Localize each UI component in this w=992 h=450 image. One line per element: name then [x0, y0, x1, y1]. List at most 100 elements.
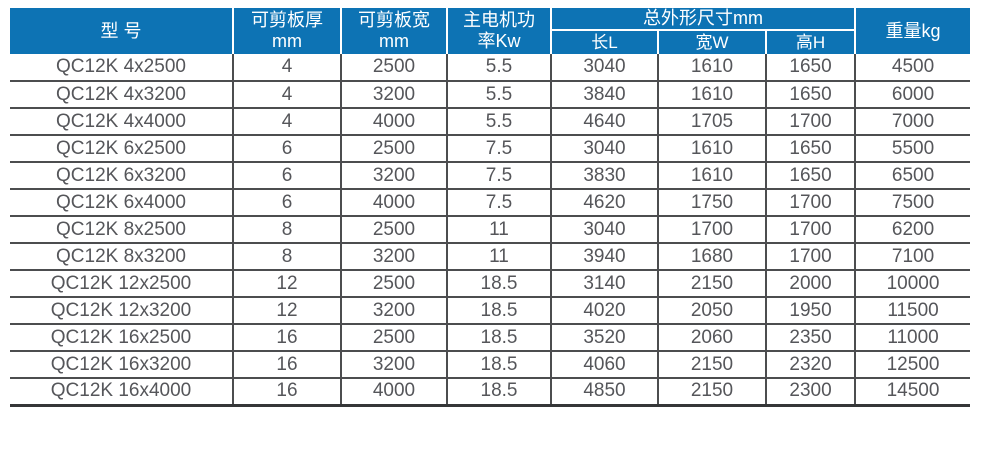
- value-cell: 2150: [657, 351, 766, 379]
- value-cell: 8: [232, 216, 341, 244]
- value-cell: 6500: [854, 162, 971, 190]
- value-cell: 5.5: [446, 54, 551, 82]
- value-cell: 5.5: [446, 81, 551, 109]
- col-header-width-dim: 宽W: [657, 29, 766, 54]
- value-cell: 10000: [854, 270, 971, 298]
- value-cell: 4: [232, 81, 341, 109]
- value-cell: 3940: [550, 243, 658, 271]
- value-cell: 14500: [854, 378, 971, 407]
- model-cell: QC12K 16x4000: [10, 378, 233, 407]
- model-cell: QC12K 16x3200: [10, 351, 233, 379]
- value-cell: 3040: [550, 216, 658, 244]
- value-cell: 4640: [550, 108, 658, 136]
- table-row: QC12K 4x2500 4 2500 5.5 3040 1610 1650 4500: [10, 54, 971, 82]
- value-cell: 1650: [764, 81, 856, 109]
- value-cell: 2000: [764, 270, 856, 298]
- value-cell: 3520: [550, 324, 658, 352]
- model-cell: QC12K 8x2500: [10, 216, 233, 244]
- value-cell: 1700: [764, 189, 856, 217]
- col-header-width-line1: 可剪板宽: [358, 10, 430, 30]
- value-cell: 1705: [657, 108, 766, 136]
- value-cell: 3200: [340, 81, 447, 109]
- value-cell: 4500: [854, 54, 971, 82]
- value-cell: 5.5: [446, 108, 551, 136]
- col-header-thickness: 可剪板厚 mm: [232, 8, 341, 54]
- value-cell: 2500: [340, 216, 447, 244]
- table-body: QC12K 4x2500 4 2500 5.5 3040 1610 1650 4500 QC12…: [10, 54, 971, 407]
- model-cell: QC12K 8x3200: [10, 243, 233, 271]
- value-cell: 4000: [340, 189, 447, 217]
- value-cell: 16: [232, 324, 341, 352]
- model-cell: QC12K 16x2500: [10, 324, 233, 352]
- value-cell: 7100: [854, 243, 971, 271]
- value-cell: 2150: [657, 378, 766, 407]
- value-cell: 12500: [854, 351, 971, 379]
- value-cell: 6: [232, 189, 341, 217]
- value-cell: 2320: [764, 351, 856, 379]
- value-cell: 7.5: [446, 135, 551, 163]
- value-cell: 18.5: [446, 270, 551, 298]
- value-cell: 4: [232, 54, 341, 82]
- value-cell: 3830: [550, 162, 658, 190]
- value-cell: 1700: [764, 108, 856, 136]
- value-cell: 1680: [657, 243, 766, 271]
- value-cell: 12: [232, 270, 341, 298]
- value-cell: 1950: [764, 297, 856, 325]
- value-cell: 2350: [764, 324, 856, 352]
- table-row: QC12K 16x3200 16 3200 18.5 4060 2150 2320 12500: [10, 351, 971, 379]
- col-header-dimensions-group: 总外形尺寸mm: [549, 8, 856, 30]
- value-cell: 1610: [657, 135, 766, 163]
- table-row: QC12K 6x4000 6 4000 7.5 4620 1750 1700 7500: [10, 189, 971, 217]
- value-cell: 1750: [657, 189, 766, 217]
- table-row: QC12K 4x4000 4 4000 5.5 4640 1705 1700 7000: [10, 108, 971, 136]
- value-cell: 7000: [854, 108, 971, 136]
- table-header: 型 号 可剪板厚 mm 可剪板宽 mm 主电机功 率Kw 总外形尺寸mm 重量k…: [10, 8, 971, 54]
- value-cell: 7.5: [446, 189, 551, 217]
- col-header-power-line2: 率Kw: [477, 31, 521, 51]
- value-cell: 4060: [550, 351, 658, 379]
- col-header-width: 可剪板宽 mm: [340, 8, 447, 54]
- value-cell: 2050: [657, 297, 766, 325]
- value-cell: 1700: [657, 216, 766, 244]
- value-cell: 18.5: [446, 378, 551, 407]
- value-cell: 3140: [550, 270, 658, 298]
- table-row: QC12K 4x3200 4 3200 5.5 3840 1610 1650 6000: [10, 81, 971, 109]
- value-cell: 3200: [340, 297, 447, 325]
- value-cell: 6: [232, 162, 341, 190]
- model-cell: QC12K 12x3200: [10, 297, 233, 325]
- model-cell: QC12K 12x2500: [10, 270, 233, 298]
- col-header-length: 长L: [550, 29, 658, 54]
- table-row: QC12K 6x3200 6 3200 7.5 3830 1610 1650 6500: [10, 162, 971, 190]
- value-cell: 18.5: [446, 297, 551, 325]
- col-header-height-dim: 高H: [764, 29, 856, 54]
- value-cell: 2150: [657, 270, 766, 298]
- value-cell: 3200: [340, 243, 447, 271]
- model-cell: QC12K 6x3200: [10, 162, 233, 190]
- value-cell: 1610: [657, 81, 766, 109]
- value-cell: 4620: [550, 189, 658, 217]
- model-cell: QC12K 4x2500: [10, 54, 233, 82]
- value-cell: 1700: [764, 216, 856, 244]
- table-row: QC12K 16x2500 16 2500 18.5 3520 2060 2350 11000: [10, 324, 971, 352]
- value-cell: 3200: [340, 351, 447, 379]
- value-cell: 12: [232, 297, 341, 325]
- table-row: QC12K 12x3200 12 3200 18.5 4020 2050 1950 11500: [10, 297, 971, 325]
- table-row: QC12K 16x4000 16 4000 18.5 4850 2150 2300 14500: [10, 378, 971, 407]
- value-cell: 2500: [340, 54, 447, 82]
- value-cell: 4000: [340, 108, 447, 136]
- value-cell: 4020: [550, 297, 658, 325]
- value-cell: 2500: [340, 135, 447, 163]
- value-cell: 4: [232, 108, 341, 136]
- value-cell: 4000: [340, 378, 447, 407]
- table-row: QC12K 12x2500 12 2500 18.5 3140 2150 2000 10000: [10, 270, 971, 298]
- model-cell: QC12K 4x3200: [10, 81, 233, 109]
- model-cell: QC12K 6x4000: [10, 189, 233, 217]
- value-cell: 4850: [550, 378, 658, 407]
- value-cell: 6: [232, 135, 341, 163]
- table-row: QC12K 6x2500 6 2500 7.5 3040 1610 1650 5500: [10, 135, 971, 163]
- value-cell: 2300: [764, 378, 856, 407]
- value-cell: 3200: [340, 162, 447, 190]
- col-header-thickness-line2: mm: [272, 31, 302, 51]
- value-cell: 1650: [764, 54, 856, 82]
